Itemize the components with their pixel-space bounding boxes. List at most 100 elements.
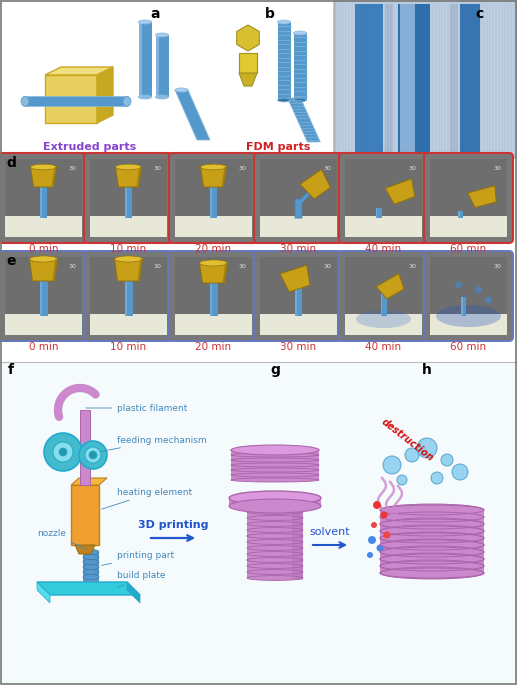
Text: c: c [476,7,484,21]
Bar [139,22,151,97]
Polygon shape [468,186,496,208]
Bar [156,35,169,97]
Circle shape [373,501,381,509]
Text: 0 min: 0 min [29,342,58,352]
Bar [175,216,252,236]
Bar [345,216,422,236]
Ellipse shape [229,491,321,505]
Polygon shape [52,167,56,187]
Ellipse shape [247,527,303,532]
Text: b: b [265,7,275,21]
Polygon shape [300,169,330,199]
FancyBboxPatch shape [0,153,88,243]
Ellipse shape [380,525,484,537]
Circle shape [475,286,482,293]
Bar [125,181,132,218]
FancyBboxPatch shape [84,153,173,243]
Bar [355,4,383,153]
Ellipse shape [201,164,226,170]
Text: 30: 30 [408,166,416,171]
Bar [260,314,337,334]
Polygon shape [280,265,310,292]
Polygon shape [71,478,107,485]
Text: 3D printing: 3D printing [138,520,208,530]
Bar [398,4,430,153]
FancyBboxPatch shape [339,251,428,341]
Ellipse shape [247,521,303,526]
Bar [229,498,321,506]
Text: destruction: destruction [379,416,435,464]
Circle shape [376,545,384,551]
Bar [125,181,127,218]
Bar [339,4,513,153]
Bar [345,159,422,218]
Bar [375,208,377,218]
Circle shape [44,433,82,471]
Circle shape [397,475,407,485]
Ellipse shape [83,564,99,569]
Ellipse shape [175,88,188,92]
Bar [5,216,82,236]
Bar [83,552,99,582]
Circle shape [417,438,437,458]
Ellipse shape [231,463,319,467]
Ellipse shape [247,503,303,508]
Bar [175,257,252,316]
Ellipse shape [247,564,303,569]
Ellipse shape [247,570,303,575]
Bar [125,275,127,316]
Circle shape [405,448,419,462]
Bar [385,4,393,153]
Polygon shape [53,259,57,281]
Ellipse shape [123,97,131,106]
Polygon shape [175,90,210,140]
Bar [5,159,82,218]
Bar [209,277,212,316]
Text: plastic filament: plastic filament [86,403,187,412]
Text: 0 min: 0 min [29,244,58,254]
Text: 60 min: 60 min [450,342,486,352]
Bar [461,297,463,316]
Ellipse shape [380,553,484,565]
Polygon shape [385,179,415,204]
Ellipse shape [83,560,99,564]
Circle shape [485,297,492,303]
Text: 30: 30 [153,264,161,269]
Ellipse shape [229,499,321,513]
Ellipse shape [29,256,57,262]
Text: build plate: build plate [117,571,165,588]
Ellipse shape [247,558,303,562]
Text: 30: 30 [408,264,416,269]
Ellipse shape [21,97,29,106]
Polygon shape [45,67,113,75]
FancyBboxPatch shape [334,0,517,158]
Text: 40 min: 40 min [366,342,402,352]
Bar [209,277,218,316]
Bar [139,22,142,97]
FancyBboxPatch shape [84,251,173,341]
Ellipse shape [436,305,501,327]
Circle shape [455,282,462,288]
Polygon shape [138,259,143,281]
Text: 30: 30 [493,264,501,269]
Ellipse shape [294,98,307,102]
Bar [278,22,291,100]
Ellipse shape [380,518,484,530]
Polygon shape [127,582,140,603]
Ellipse shape [247,575,303,580]
Polygon shape [200,263,227,283]
Polygon shape [222,263,227,283]
Text: 30 min: 30 min [280,342,316,352]
Text: printing part: printing part [102,551,174,565]
Bar [175,314,252,334]
Ellipse shape [380,511,484,523]
Ellipse shape [231,448,319,452]
Ellipse shape [139,20,151,24]
Text: 30: 30 [493,166,501,171]
Polygon shape [114,259,143,281]
Polygon shape [287,98,321,142]
Text: 10 min: 10 min [111,244,146,254]
Bar [381,289,382,316]
Ellipse shape [83,569,99,575]
Bar [231,450,319,480]
